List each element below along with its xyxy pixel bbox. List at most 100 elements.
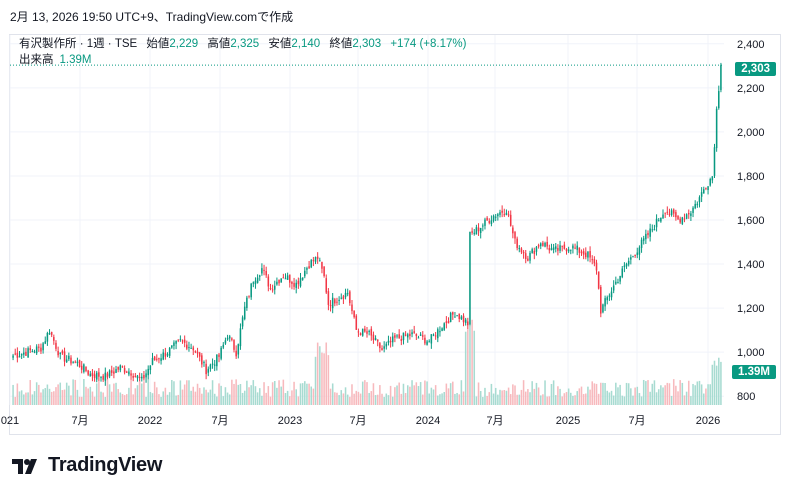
volume-bar (359, 393, 362, 405)
candle-body (718, 91, 720, 109)
candle-body (258, 275, 261, 277)
candle-body (173, 342, 175, 346)
candle-body (308, 266, 310, 269)
volume-bar (597, 393, 600, 405)
candle-body (499, 212, 501, 215)
volume-bar (201, 393, 203, 405)
volume-bar (379, 385, 381, 405)
candle-body (289, 274, 291, 283)
volume-bar (563, 393, 566, 405)
volume-bar (617, 387, 619, 405)
candle-body (662, 214, 664, 219)
candle-body (87, 370, 89, 375)
candle-body (61, 350, 64, 354)
candle-body (25, 351, 27, 356)
candle-body (501, 210, 503, 213)
volume-bar (271, 382, 274, 405)
candle-body (160, 358, 162, 361)
candle-body (85, 366, 87, 371)
candle-body (585, 252, 587, 258)
volume-bar (31, 394, 34, 405)
candle-body (389, 340, 392, 343)
volume-bar (608, 392, 611, 405)
tradingview-logo[interactable]: TradingView (12, 454, 162, 477)
volume-bar (25, 392, 27, 405)
volume-bar (143, 381, 145, 405)
candle-body (677, 215, 679, 220)
volume-bar (72, 379, 74, 405)
candle-body (379, 343, 381, 349)
candle-body (557, 247, 559, 251)
volume-bar (95, 383, 98, 405)
candle-body (254, 280, 257, 285)
candle-body (473, 232, 476, 234)
candle-body (209, 364, 212, 370)
candle-body (460, 316, 463, 319)
volume-bar (690, 396, 692, 405)
volume-bar (402, 383, 405, 405)
volume-bar (503, 390, 506, 405)
candle-body (698, 197, 701, 203)
candle-body (687, 212, 690, 215)
volume-bar (14, 396, 16, 405)
volume-bar (301, 383, 304, 405)
volume-bar (494, 387, 497, 405)
candle-body (327, 291, 330, 305)
volume-bar (649, 391, 651, 405)
volume-bar (501, 390, 503, 405)
candle-body (554, 246, 557, 249)
volume-bar (340, 390, 343, 405)
volume-bar (207, 392, 210, 405)
volume-bar (278, 380, 280, 405)
volume-bar (370, 391, 373, 405)
candle-body (458, 313, 461, 319)
volume-bar (222, 396, 225, 405)
volume-bar (524, 391, 527, 405)
x-tick-label: 2026 (696, 415, 720, 427)
volume-bar (55, 387, 57, 405)
open-label: 始値 (146, 38, 170, 50)
volume-bar (42, 389, 44, 405)
candle-body (89, 373, 92, 377)
volume-bar (93, 396, 96, 405)
volume-bar (664, 385, 666, 405)
volume-bar (319, 346, 321, 405)
candle-body (567, 249, 570, 252)
candle-body (63, 351, 66, 362)
volume-bar (280, 386, 282, 405)
volume-bar (595, 383, 598, 405)
candle-body (243, 306, 246, 320)
volume-bar (492, 393, 495, 405)
candle-body (602, 304, 604, 313)
volume-bar (203, 387, 205, 405)
candle-body (177, 339, 180, 341)
candle-body (475, 227, 478, 235)
candle-body (600, 286, 602, 314)
volume-bar (713, 360, 716, 405)
volume-bar (604, 383, 606, 405)
candle-body (366, 331, 368, 334)
candle-body (53, 337, 55, 341)
candle-body (310, 260, 313, 268)
volume-bar (559, 388, 561, 405)
candle-body (537, 245, 540, 247)
candle-body (679, 218, 681, 223)
volume-bar (554, 395, 557, 405)
candle-body (83, 364, 85, 372)
candle-body (213, 364, 216, 366)
volume-bar (591, 381, 593, 405)
candle-body (138, 377, 141, 379)
candle-body (505, 212, 508, 215)
chart-caption: 2月 13, 2026 19:50 UTC+9、TradingView.comで… (10, 10, 294, 24)
volume-bar (675, 385, 677, 405)
volume-bar (130, 379, 132, 405)
candle-body (402, 332, 405, 341)
candle-body (634, 254, 636, 256)
volume-bar (640, 396, 643, 405)
candle-body (383, 346, 385, 349)
volume-bar (477, 382, 480, 405)
volume-bar (499, 389, 501, 405)
volume-legend: 出来高 1.39M (19, 52, 91, 68)
volume-bar (267, 386, 270, 405)
